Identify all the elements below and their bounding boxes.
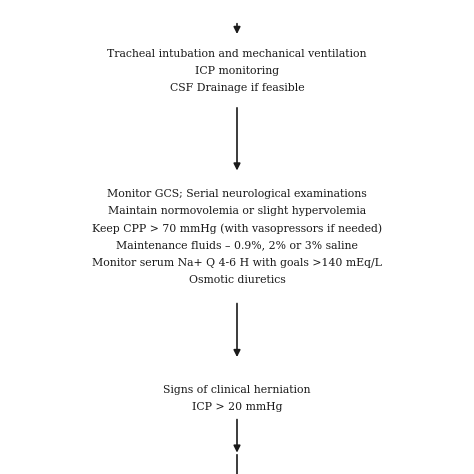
Text: Maintain normovolemia or slight hypervolemia: Maintain normovolemia or slight hypervol… [108, 206, 366, 216]
Text: Signs of clinical herniation: Signs of clinical herniation [163, 385, 311, 395]
Text: Tracheal intubation and mechanical ventilation: Tracheal intubation and mechanical venti… [107, 49, 367, 59]
Text: Monitor serum Na+ Q 4-6 H with goals >140 mEq/L: Monitor serum Na+ Q 4-6 H with goals >14… [92, 258, 382, 268]
Text: Keep CPP > 70 mmHg (with vasopressors if needed): Keep CPP > 70 mmHg (with vasopressors if… [92, 223, 382, 234]
Text: CSF Drainage if feasible: CSF Drainage if feasible [170, 83, 304, 93]
Text: Maintenance fluids – 0.9%, 2% or 3% saline: Maintenance fluids – 0.9%, 2% or 3% sali… [116, 241, 358, 251]
Text: Osmotic diuretics: Osmotic diuretics [189, 275, 285, 285]
Text: Monitor GCS; Serial neurological examinations: Monitor GCS; Serial neurological examina… [107, 189, 367, 199]
Text: ICP > 20 mmHg: ICP > 20 mmHg [192, 402, 282, 412]
Text: ICP monitoring: ICP monitoring [195, 66, 279, 76]
